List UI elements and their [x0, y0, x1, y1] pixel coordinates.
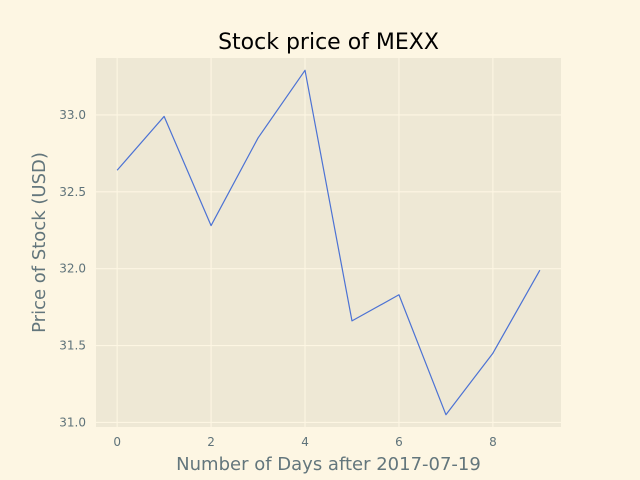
y-tick-label: 32.0 [59, 262, 86, 276]
x-tick-label: 2 [207, 435, 215, 449]
y-tick-label: 31.5 [59, 339, 86, 353]
grid [96, 58, 561, 427]
y-axis-label: Price of Stock (USD) [29, 152, 50, 333]
chart-title: Stock price of MEXX [218, 30, 439, 55]
y-tick-label: 32.5 [59, 185, 86, 199]
x-axis-label: Number of Days after 2017-07-19 [176, 454, 481, 475]
x-tick-label: 4 [301, 435, 309, 449]
y-tick-label: 31.0 [59, 415, 86, 429]
tick-labels: 0 2 4 6 8 31.0 31.5 32.0 32.5 33.0 [59, 108, 496, 449]
series-layer [116, 69, 541, 416]
x-tick-label: 8 [489, 435, 497, 449]
plot-area [96, 58, 561, 427]
x-tick-label: 6 [395, 435, 403, 449]
y-tick-label: 33.0 [59, 108, 86, 122]
series-line [116, 69, 541, 416]
x-tick-label: 0 [113, 435, 121, 449]
